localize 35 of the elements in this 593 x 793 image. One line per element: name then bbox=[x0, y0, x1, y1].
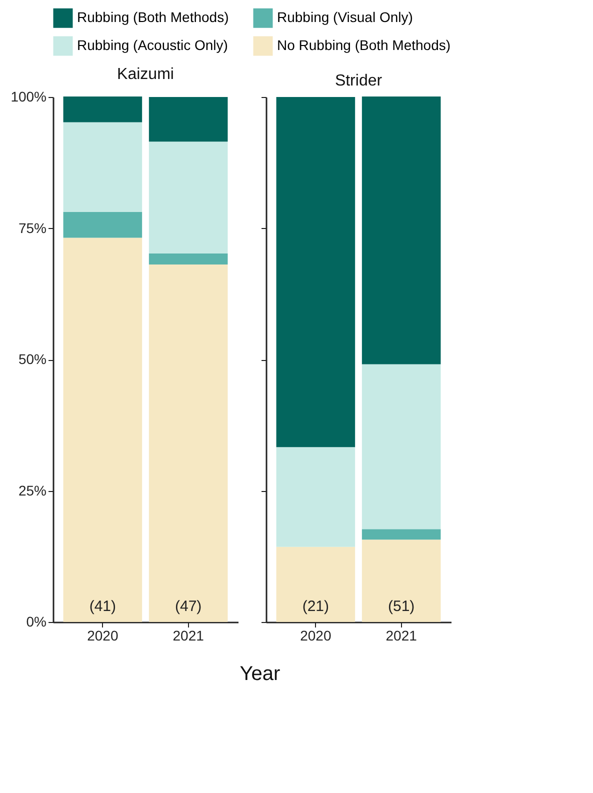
legend-label: Rubbing (Acoustic Only) bbox=[77, 37, 228, 53]
legend-label: No Rubbing (Both Methods) bbox=[277, 37, 451, 53]
legend-label: Rubbing (Both Methods) bbox=[77, 9, 229, 26]
x-tick-label: 2021 bbox=[386, 628, 418, 644]
bar bbox=[63, 212, 142, 238]
bar bbox=[63, 238, 142, 622]
y-tick-label: 100% bbox=[10, 88, 46, 104]
bar bbox=[362, 529, 441, 540]
legend-label: Rubbing (Visual Only) bbox=[277, 9, 413, 26]
bar bbox=[63, 96, 142, 122]
annotation: (51) bbox=[388, 598, 415, 615]
bar bbox=[362, 96, 441, 364]
y-tick-label: 0% bbox=[26, 614, 46, 630]
bar bbox=[276, 447, 356, 547]
x-tick-label: 2020 bbox=[300, 628, 332, 644]
y-tick-label: 25% bbox=[18, 482, 46, 498]
annotation: (47) bbox=[174, 598, 202, 615]
annotation: (41) bbox=[89, 598, 116, 615]
x-tick-label: 2020 bbox=[87, 628, 118, 644]
annotation: (21) bbox=[302, 598, 330, 615]
bar bbox=[148, 142, 228, 254]
x-axis-title: Year bbox=[238, 663, 282, 686]
bar bbox=[148, 264, 228, 622]
bar bbox=[276, 546, 356, 622]
chart-title: Strider bbox=[334, 72, 383, 90]
bar bbox=[148, 253, 228, 264]
bar bbox=[362, 364, 441, 530]
y-tick-label: 50% bbox=[18, 351, 46, 367]
bar bbox=[148, 97, 228, 142]
bar bbox=[362, 540, 441, 622]
x-tick-label: 2021 bbox=[172, 628, 204, 644]
chart-title: Kaizumi bbox=[117, 66, 174, 83]
bar bbox=[276, 97, 356, 448]
bar bbox=[63, 122, 142, 212]
y-tick-label: 75% bbox=[18, 220, 46, 236]
